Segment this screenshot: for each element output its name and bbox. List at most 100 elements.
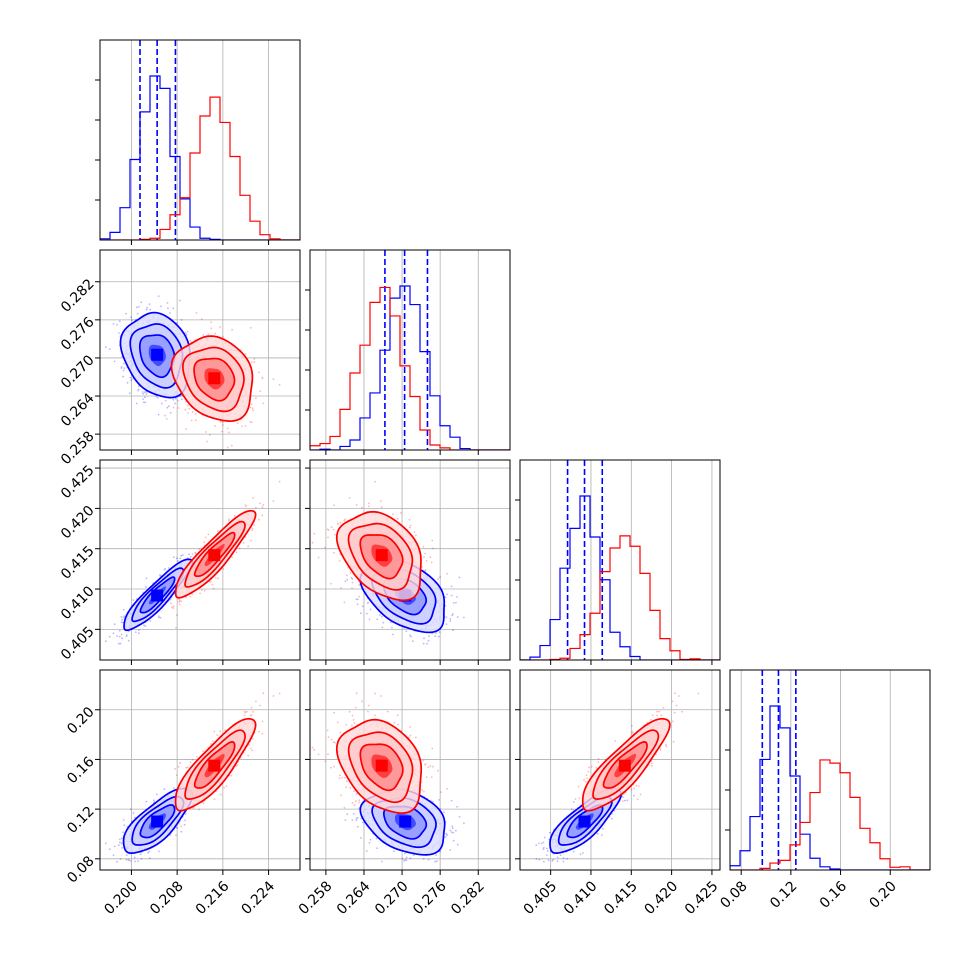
density-peak xyxy=(151,815,164,828)
scatter-point xyxy=(180,825,183,828)
scatter-point xyxy=(175,774,178,777)
scatter-point xyxy=(261,732,264,735)
scatter-point xyxy=(438,631,441,633)
scatter-point xyxy=(327,529,330,532)
scatter-point xyxy=(356,603,359,606)
scatter-point xyxy=(186,330,189,333)
x-tick-label: 0.216 xyxy=(193,878,233,918)
scatter-point xyxy=(131,319,133,322)
scatter-point xyxy=(139,853,142,856)
scatter-point xyxy=(361,506,363,509)
scatter-point xyxy=(190,419,193,422)
scatter-point xyxy=(350,576,353,579)
panel-0-0 xyxy=(95,39,301,245)
scatter-point xyxy=(434,635,437,637)
scatter-point xyxy=(118,642,120,645)
histogram-series-0 xyxy=(520,495,720,660)
scatter-point xyxy=(251,737,254,740)
scatter-point xyxy=(429,556,432,558)
scatter-point xyxy=(172,607,175,609)
scatter-point xyxy=(381,626,384,629)
scatter-point xyxy=(163,788,166,791)
scatter-point xyxy=(245,710,248,713)
panel-2-1 xyxy=(305,459,511,665)
scatter-point xyxy=(137,860,139,863)
scatter-point xyxy=(178,823,181,825)
scatter-point xyxy=(191,758,194,761)
scatter-point xyxy=(250,714,253,717)
scatter-point xyxy=(144,625,147,627)
scatter-point xyxy=(456,596,458,598)
scatter-point xyxy=(140,857,143,860)
panel-2-2 xyxy=(515,459,721,665)
scatter-point xyxy=(253,524,256,526)
scatter-point xyxy=(251,529,254,532)
scatter-point xyxy=(409,634,411,637)
scatter-point xyxy=(120,842,123,845)
panel-frame xyxy=(309,459,511,661)
scatter-point xyxy=(184,408,187,411)
density-peak xyxy=(375,549,388,562)
scatter-point xyxy=(125,854,128,856)
scatter-point xyxy=(172,556,175,558)
scatter-point xyxy=(138,306,140,308)
scatter-point xyxy=(235,551,238,554)
scatter-point xyxy=(226,427,229,430)
scatter-point xyxy=(334,533,336,536)
grid-lines xyxy=(131,40,269,240)
scatter-point xyxy=(121,871,123,873)
scatter-point xyxy=(172,398,175,401)
scatter-point xyxy=(166,302,169,304)
scatter-point xyxy=(179,557,182,560)
scatter-point xyxy=(169,411,172,414)
scatter-point xyxy=(244,353,247,355)
scatter-point xyxy=(330,526,333,528)
scatter-point xyxy=(222,568,225,570)
scatter-point xyxy=(188,553,190,556)
scatter-point xyxy=(252,409,255,412)
scatter-point xyxy=(135,306,138,309)
panel-frame xyxy=(309,249,511,451)
scatter-point xyxy=(121,637,123,640)
scatter-point xyxy=(249,421,252,423)
scatter-point xyxy=(164,414,167,417)
scatter-point xyxy=(452,629,454,632)
scatter-point xyxy=(311,541,314,544)
histogram-series-0 xyxy=(100,75,300,240)
scatter-point xyxy=(253,358,256,360)
scatter-point xyxy=(174,397,177,400)
scatter-point xyxy=(425,560,428,562)
scatter-point xyxy=(221,430,223,433)
scatter-point xyxy=(445,623,448,625)
scatter-point xyxy=(205,431,207,433)
scatter-point xyxy=(198,548,201,550)
scatter-point xyxy=(249,539,252,542)
scatter-point xyxy=(272,695,275,697)
scatter-point xyxy=(381,615,383,618)
scatter-point xyxy=(278,480,281,483)
scatter-point xyxy=(244,711,247,714)
scatter-point xyxy=(233,514,236,517)
contour-line xyxy=(193,531,236,578)
scatter-point xyxy=(217,577,220,580)
scatter-point xyxy=(423,637,425,640)
scatter-point xyxy=(439,576,441,578)
scatter-point xyxy=(449,620,452,622)
contour-line xyxy=(184,729,246,800)
scatter-point xyxy=(338,560,341,562)
scatter-point xyxy=(123,367,126,369)
contour-line xyxy=(193,357,236,402)
scatter-point xyxy=(125,312,127,315)
scatter-point xyxy=(177,765,180,768)
density-peak xyxy=(208,549,221,562)
scatter-point xyxy=(431,539,434,542)
scatter-point xyxy=(184,332,187,334)
scatter-point xyxy=(339,521,342,524)
scatter-point xyxy=(261,506,264,509)
scatter-point xyxy=(367,502,370,505)
scatter-point xyxy=(172,307,175,310)
scatter-point xyxy=(200,318,203,320)
scatter-point xyxy=(242,541,245,544)
